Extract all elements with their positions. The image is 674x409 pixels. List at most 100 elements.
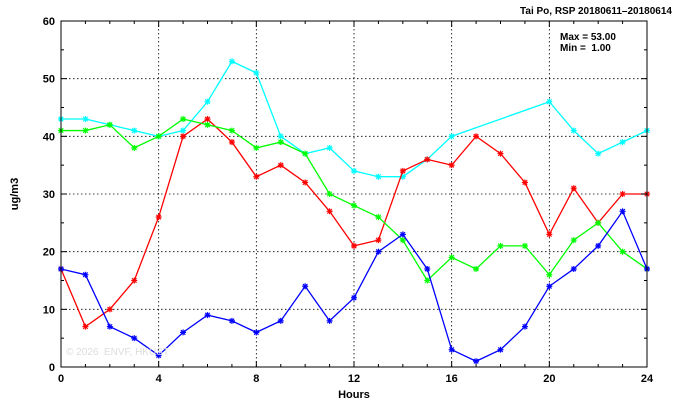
data-point-marker	[155, 352, 162, 359]
data-point-marker	[595, 219, 602, 226]
data-point-marker	[82, 323, 89, 330]
data-point-marker	[277, 139, 284, 146]
y-tick-label: 30	[43, 189, 55, 201]
series-line	[61, 118, 648, 282]
data-point-marker	[595, 150, 602, 157]
watermark: © 2026 ENVF, HKUST	[66, 347, 169, 358]
data-point-marker	[351, 167, 357, 174]
x-tick-label: 12	[348, 373, 360, 385]
data-point-marker	[570, 237, 577, 244]
data-point-marker	[277, 317, 284, 324]
data-point-marker	[497, 242, 504, 249]
data-point-marker	[204, 312, 211, 319]
data-point-marker	[253, 173, 260, 180]
x-tick-label: 8	[253, 373, 259, 385]
data-point-marker	[595, 242, 602, 249]
data-point-marker	[619, 248, 626, 255]
data-point-marker	[131, 277, 138, 284]
data-point-marker	[82, 127, 89, 134]
data-point-marker	[473, 358, 480, 365]
data-point-marker	[204, 116, 211, 123]
data-point-marker	[253, 69, 260, 76]
data-point-marker	[351, 242, 357, 249]
data-point-marker	[399, 237, 406, 244]
y-tick-label: 0	[49, 362, 55, 374]
y-tick-label: 20	[43, 247, 55, 259]
data-point-marker	[277, 133, 284, 140]
data-point-marker	[570, 265, 577, 272]
data-point-marker	[619, 208, 626, 215]
data-point-marker	[204, 98, 211, 105]
x-tick-label: 4	[156, 373, 163, 385]
data-point-marker	[131, 127, 138, 134]
data-point-marker	[424, 156, 431, 163]
data-point-marker	[497, 346, 504, 353]
data-point-marker	[399, 231, 406, 238]
data-point-marker	[619, 191, 626, 197]
data-point-marker	[131, 335, 138, 342]
y-tick-label: 10	[43, 304, 55, 316]
data-point-marker	[228, 317, 235, 324]
x-tick-label: 0	[58, 373, 64, 385]
data-point-marker	[302, 179, 309, 186]
data-point-marker	[375, 248, 382, 255]
data-point-marker	[228, 127, 235, 134]
data-point-marker	[521, 179, 528, 186]
data-point-marker	[375, 214, 382, 221]
data-point-marker	[351, 294, 357, 301]
data-point-marker	[546, 283, 553, 290]
series-line	[61, 60, 648, 178]
data-point-marker	[351, 202, 357, 209]
series-1	[58, 116, 650, 330]
data-point-marker	[326, 208, 333, 215]
data-point-marker	[497, 150, 504, 157]
data-point-marker	[131, 144, 138, 151]
x-axis-title: Hours	[338, 389, 370, 401]
data-point-marker	[180, 116, 187, 123]
data-point-marker	[82, 116, 89, 123]
x-tick-label: 16	[446, 373, 458, 385]
data-point-marker	[228, 139, 235, 146]
grid-lines	[61, 21, 647, 367]
data-point-marker	[155, 214, 162, 221]
data-point-marker	[106, 323, 113, 330]
data-point-marker	[473, 133, 480, 140]
data-series	[58, 58, 650, 365]
data-point-marker	[82, 271, 89, 278]
data-point-marker	[448, 133, 455, 140]
data-point-marker	[473, 265, 480, 272]
data-point-marker	[521, 323, 528, 330]
data-point-marker	[424, 265, 431, 272]
data-point-marker	[253, 329, 260, 336]
chart-title: Tai Po, RSP 20180611–20180614	[520, 6, 672, 17]
data-point-marker	[106, 306, 113, 313]
data-point-marker	[448, 162, 455, 169]
data-point-marker	[106, 121, 113, 128]
data-point-marker	[521, 242, 528, 249]
data-point-marker	[546, 231, 553, 238]
series-2	[58, 116, 650, 284]
max-label: Max = 53.00	[560, 32, 616, 43]
data-point-marker	[399, 167, 406, 174]
x-tick-label: 24	[641, 373, 654, 385]
data-point-marker	[277, 162, 284, 169]
data-point-marker	[180, 329, 187, 336]
data-point-marker	[253, 144, 260, 151]
data-point-marker	[375, 173, 382, 180]
y-axis-title: ug/m3	[9, 178, 21, 210]
data-point-marker	[546, 271, 553, 278]
min-label: Min = 1.00	[560, 43, 611, 54]
data-point-marker	[302, 150, 309, 157]
data-point-marker	[326, 191, 333, 197]
x-tick-label: 20	[543, 373, 555, 385]
data-point-marker	[155, 133, 162, 140]
data-point-marker	[424, 277, 431, 284]
data-point-marker	[180, 133, 187, 140]
data-point-marker	[619, 139, 626, 146]
data-point-marker	[326, 317, 333, 324]
data-point-marker	[302, 283, 309, 290]
data-point-marker	[448, 254, 455, 261]
data-point-marker	[570, 127, 577, 134]
y-tick-label: 50	[43, 74, 55, 86]
